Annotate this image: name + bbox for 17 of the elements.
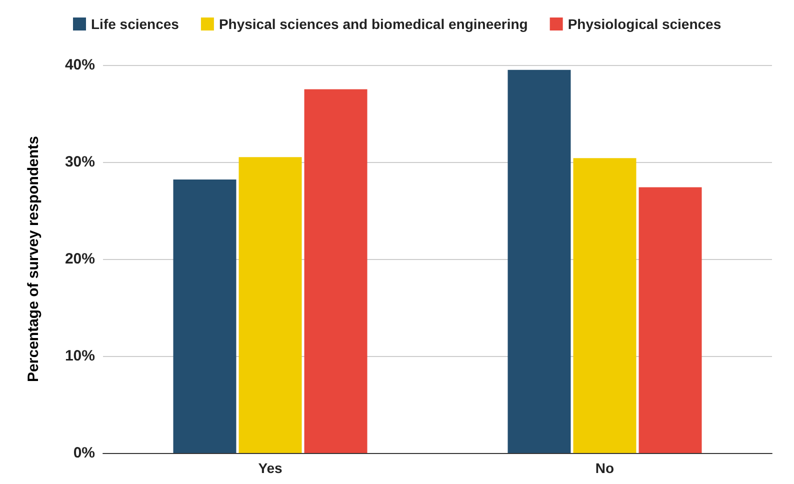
- bar: [304, 89, 368, 453]
- legend-label: Life sciences: [91, 16, 180, 32]
- bar: [238, 157, 302, 453]
- y-tick-label: 40%: [64, 56, 95, 74]
- bar: [508, 70, 571, 453]
- y-tick-label: 0%: [73, 444, 95, 462]
- y-tick-label: 20%: [64, 250, 95, 268]
- bar: [638, 187, 702, 453]
- y-tick-label: 10%: [64, 348, 95, 364]
- x-tick-label: No: [595, 460, 614, 476]
- legend-label: Physical sciences and biomedical engineering: [218, 16, 528, 32]
- bar: [173, 179, 236, 453]
- legend-label: Physiological sciences: [568, 16, 722, 32]
- y-axis-title: Percentage of survey respondents: [25, 136, 42, 382]
- bar: [573, 158, 636, 453]
- x-tick-label: Yes: [258, 460, 283, 476]
- y-tick-label: 30%: [64, 154, 95, 170]
